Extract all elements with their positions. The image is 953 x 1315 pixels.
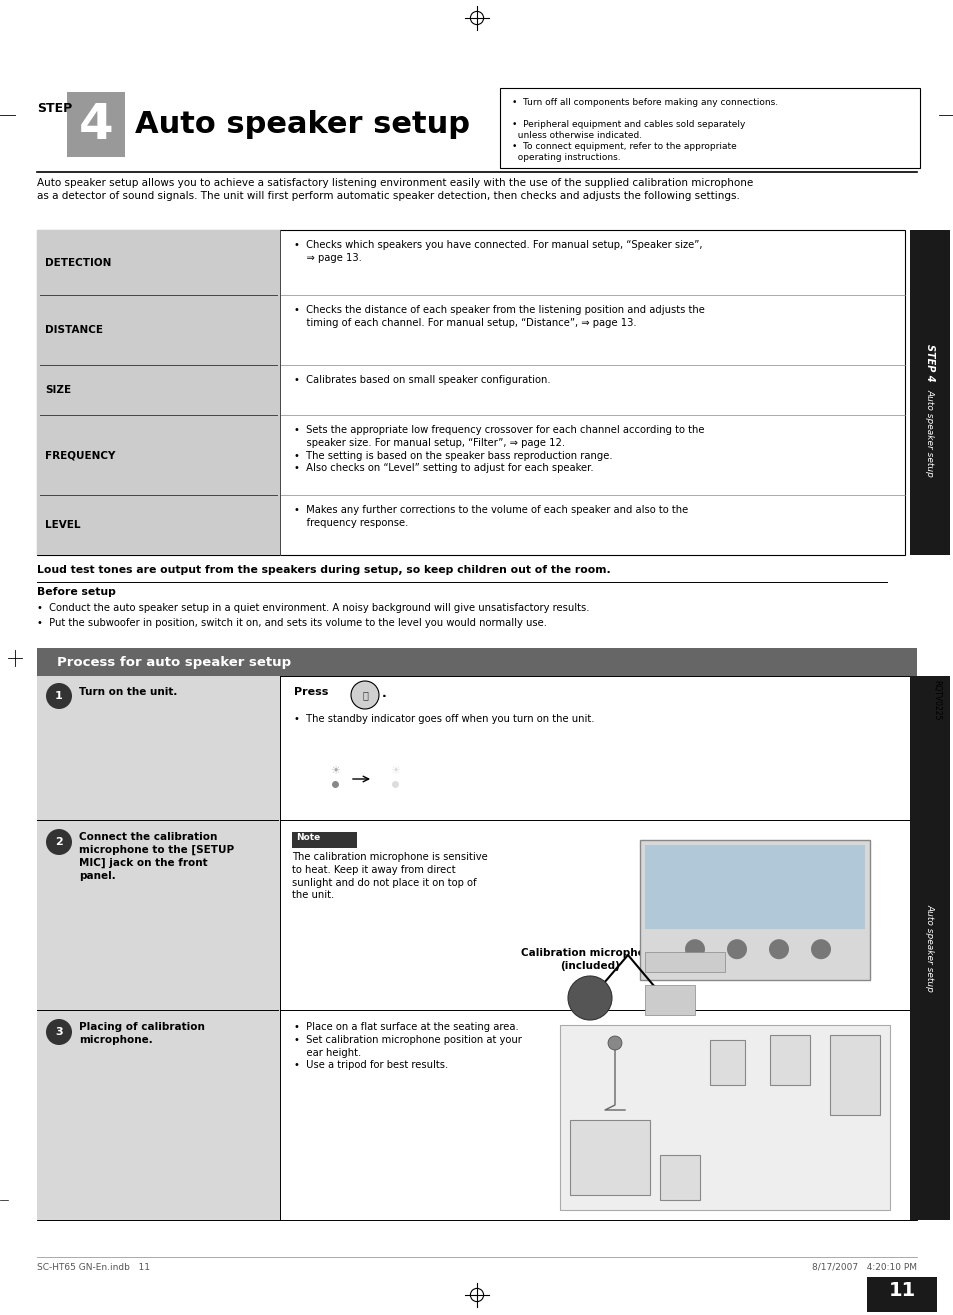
Text: Loud test tones are output from the speakers during setup, so keep children out : Loud test tones are output from the spea… bbox=[37, 565, 610, 575]
Text: ☀: ☀ bbox=[330, 767, 339, 776]
Bar bbox=[644, 985, 695, 1015]
Bar bbox=[67, 92, 125, 156]
Bar bbox=[829, 1035, 879, 1115]
Bar bbox=[909, 676, 949, 1220]
Circle shape bbox=[567, 976, 612, 1020]
Text: •  Turn off all components before making any connections.: • Turn off all components before making … bbox=[512, 99, 778, 107]
Text: 4: 4 bbox=[78, 100, 113, 149]
Text: Connect the calibration
microphone to the [SETUP
MIC] jack on the front
panel.: Connect the calibration microphone to th… bbox=[79, 832, 233, 881]
Bar bbox=[37, 648, 916, 676]
Text: The calibration microphone is sensitive
to heat. Keep it away from direct
sunlig: The calibration microphone is sensitive … bbox=[292, 852, 487, 901]
Text: Before setup: Before setup bbox=[37, 586, 115, 597]
Circle shape bbox=[684, 939, 704, 959]
Text: Auto speaker setup: Auto speaker setup bbox=[135, 110, 470, 139]
Bar bbox=[37, 230, 904, 555]
Circle shape bbox=[46, 828, 71, 855]
Text: •  Put the subwoofer in position, switch it on, and sets its volume to the level: • Put the subwoofer in position, switch … bbox=[37, 618, 546, 629]
Text: ☀: ☀ bbox=[390, 767, 399, 776]
Bar bbox=[499, 88, 919, 168]
Text: 3: 3 bbox=[55, 1027, 63, 1038]
Text: 11: 11 bbox=[887, 1282, 915, 1301]
Bar bbox=[292, 832, 356, 848]
Text: •  Sets the appropriate low frequency crossover for each channel according to th: • Sets the appropriate low frequency cro… bbox=[294, 425, 703, 473]
Bar bbox=[639, 840, 869, 980]
Bar bbox=[37, 821, 916, 1010]
Text: STEP 4: STEP 4 bbox=[924, 343, 934, 381]
Circle shape bbox=[810, 939, 830, 959]
Text: •  To connect equipment, refer to the appropriate
  operating instructions.: • To connect equipment, refer to the app… bbox=[512, 142, 736, 163]
Bar bbox=[559, 1024, 889, 1210]
Text: FREQUENCY: FREQUENCY bbox=[45, 450, 115, 460]
Text: DISTANCE: DISTANCE bbox=[45, 325, 103, 335]
Bar bbox=[769, 1035, 809, 1085]
Text: Auto speaker setup: Auto speaker setup bbox=[924, 388, 934, 476]
Text: STEP: STEP bbox=[37, 103, 72, 114]
Text: RQTV0225: RQTV0225 bbox=[931, 680, 941, 721]
Circle shape bbox=[46, 682, 71, 709]
Bar bbox=[37, 1010, 916, 1220]
Circle shape bbox=[607, 1036, 621, 1049]
Bar bbox=[909, 230, 949, 555]
Bar bbox=[569, 1120, 649, 1195]
Text: •  Place on a flat surface at the seating area.
•  Set calibration microphone po: • Place on a flat surface at the seating… bbox=[294, 1022, 521, 1070]
Text: Calibration microphone
(included): Calibration microphone (included) bbox=[520, 948, 659, 970]
Circle shape bbox=[726, 939, 746, 959]
Bar bbox=[37, 676, 916, 821]
Text: ⏻: ⏻ bbox=[362, 690, 368, 700]
Text: Note: Note bbox=[295, 832, 320, 842]
Text: SC-HT65 GN-En.indb   11: SC-HT65 GN-En.indb 11 bbox=[37, 1262, 150, 1272]
Text: Placing of calibration
microphone.: Placing of calibration microphone. bbox=[79, 1022, 205, 1045]
Text: •  The standby indicator goes off when you turn on the unit.: • The standby indicator goes off when yo… bbox=[294, 714, 594, 725]
Bar bbox=[644, 952, 724, 972]
Text: DETECTION: DETECTION bbox=[45, 258, 112, 267]
Bar bbox=[37, 1010, 280, 1220]
Text: LEVEL: LEVEL bbox=[45, 519, 80, 530]
Bar bbox=[644, 846, 864, 928]
Text: •  Calibrates based on small speaker configuration.: • Calibrates based on small speaker conf… bbox=[294, 375, 550, 385]
Bar bbox=[709, 1040, 744, 1085]
Text: SUBW: SUBW bbox=[596, 1187, 623, 1197]
Text: R: R bbox=[785, 1041, 793, 1049]
Text: SIZE: SIZE bbox=[45, 385, 71, 394]
Text: Press: Press bbox=[294, 686, 328, 697]
Text: •  Conduct the auto speaker setup in a quiet environment. A noisy background wil: • Conduct the auto speaker setup in a qu… bbox=[37, 604, 589, 613]
Text: .: . bbox=[381, 686, 386, 700]
Text: Process for auto speaker setup: Process for auto speaker setup bbox=[57, 655, 291, 668]
Text: L: L bbox=[723, 1045, 729, 1055]
Text: •  Checks the distance of each speaker from the listening position and adjusts t: • Checks the distance of each speaker fr… bbox=[294, 305, 704, 327]
Bar bbox=[866, 1277, 936, 1312]
Text: 2: 2 bbox=[55, 838, 63, 847]
Text: 8/17/2007   4:20:10 PM: 8/17/2007 4:20:10 PM bbox=[811, 1262, 916, 1272]
Bar bbox=[37, 821, 280, 1010]
Text: Auto speaker setup allows you to achieve a satisfactory listening environment ea: Auto speaker setup allows you to achieve… bbox=[37, 178, 753, 201]
Bar bbox=[37, 676, 280, 821]
Bar bbox=[37, 230, 280, 555]
Text: RS: RS bbox=[847, 1043, 861, 1052]
Text: 1: 1 bbox=[55, 690, 63, 701]
Text: •  Makes any further corrections to the volume of each speaker and also to the
 : • Makes any further corrections to the v… bbox=[294, 505, 687, 527]
Bar bbox=[659, 1155, 700, 1201]
Text: LS: LS bbox=[674, 1161, 685, 1170]
Circle shape bbox=[351, 681, 378, 709]
Circle shape bbox=[768, 939, 788, 959]
Circle shape bbox=[46, 1019, 71, 1045]
Text: Turn on the unit.: Turn on the unit. bbox=[79, 686, 177, 697]
Text: Auto speaker setup: Auto speaker setup bbox=[924, 905, 934, 992]
Text: •  Peripheral equipment and cables sold separately
  unless otherwise indicated.: • Peripheral equipment and cables sold s… bbox=[512, 120, 744, 141]
Text: •  Checks which speakers you have connected. For manual setup, “Speaker size”,
 : • Checks which speakers you have connect… bbox=[294, 241, 701, 263]
